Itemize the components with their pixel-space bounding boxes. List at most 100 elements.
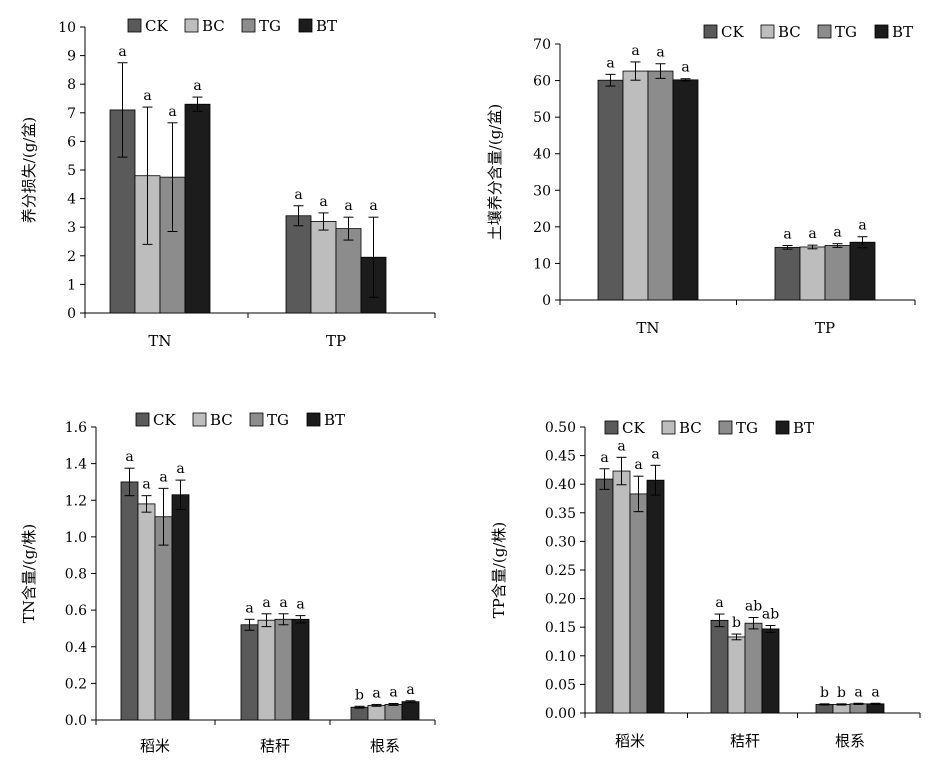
bar-ck	[597, 79, 624, 301]
y-tick-label: 10	[533, 256, 551, 272]
y-tick-label: 0.25	[545, 563, 576, 579]
bar-ck	[595, 478, 614, 714]
legend-swatch	[135, 412, 150, 427]
significance-letter: a	[245, 600, 253, 616]
y-tick-label: 0.40	[545, 477, 576, 493]
legend-label: TG	[736, 419, 758, 437]
significance-letter: b	[355, 687, 364, 703]
bar-bt	[866, 703, 885, 714]
bar-ck	[285, 215, 312, 314]
legend-label: BC	[778, 23, 801, 41]
x-category-label: TP	[815, 319, 835, 337]
bar-bc	[367, 704, 386, 721]
x-category-label: 稻米	[140, 737, 170, 755]
y-tick-label: 0.8	[65, 567, 87, 583]
chart-3: 0.0 0.2 0.4 0.6 0.8 1.0 1.2 1.4 1.6 稻米 秸秆 根系 TN含量/(g…	[20, 411, 436, 755]
legend-swatch	[718, 420, 733, 435]
x-category-label: TN	[148, 332, 171, 350]
legend-swatch	[775, 420, 790, 435]
bar-bt	[171, 494, 190, 721]
bar-bt	[184, 103, 211, 314]
legend-label: BT	[316, 17, 337, 35]
significance-letter: a	[369, 198, 377, 214]
x-category-label: 秸秆	[730, 732, 760, 750]
y-tick-label: 4	[67, 192, 76, 208]
y-axis-label: TP含量/(g/株)	[490, 522, 508, 619]
significance-letter: b	[732, 615, 741, 631]
x-category-label: 稻米	[615, 732, 645, 750]
significance-letter: a	[854, 684, 862, 700]
legend-label: BC	[210, 411, 233, 429]
x-category-label: TN	[636, 319, 659, 337]
y-tick-label: 1.0	[65, 530, 87, 546]
significance-letter: a	[193, 78, 201, 94]
x-category-label: 根系	[835, 732, 865, 750]
bar-tg	[849, 703, 868, 714]
bar-bc	[832, 704, 851, 714]
bar-tg	[824, 245, 851, 301]
bar-bc	[257, 619, 276, 721]
significance-letter: ab	[762, 606, 779, 622]
significance-letter: a	[262, 595, 270, 611]
y-tick-label: 0.00	[545, 706, 576, 722]
legend-swatch	[298, 18, 313, 33]
significance-letter: a	[600, 450, 608, 466]
significance-letter: b	[820, 685, 829, 701]
y-axis-label: 土壤养分含量/(g/盆)	[486, 104, 504, 240]
y-tick-label: 70	[533, 37, 551, 53]
legend-swatch	[192, 412, 207, 427]
y-tick-label: 0.0	[65, 713, 87, 729]
bar-bt	[401, 701, 420, 721]
bar-bc	[727, 636, 746, 714]
bar-tg	[647, 70, 674, 301]
significance-letter: a	[176, 461, 184, 477]
significance-letter: a	[168, 104, 176, 120]
significance-letter: a	[808, 226, 816, 242]
legend-label: CK	[721, 23, 744, 41]
significance-letter: a	[858, 218, 866, 234]
y-tick-label: 9	[67, 49, 76, 65]
bar-bt	[646, 479, 665, 714]
y-tick-label: 3	[67, 220, 76, 236]
legend-label: BT	[892, 23, 913, 41]
y-tick-label: 1.4	[65, 457, 87, 473]
significance-letter: a	[651, 446, 659, 462]
bar-ck	[120, 481, 139, 721]
y-tick-label: 40	[533, 147, 551, 163]
significance-letter: a	[389, 685, 397, 701]
significance-letter: a	[159, 469, 167, 485]
significance-letter: a	[294, 187, 302, 203]
legend-swatch	[661, 420, 676, 435]
legend-swatch	[127, 18, 142, 33]
bar-bt	[291, 618, 310, 721]
chart-4: 0.00 0.05 0.10 0.15 0.20 0.25 0.30 0.35 0.40 0.45…	[490, 419, 921, 750]
y-tick-label: 0.30	[545, 534, 576, 550]
y-tick-label: 20	[533, 220, 551, 236]
significance-letter: a	[634, 457, 642, 473]
y-tick-label: 6	[67, 134, 76, 150]
significance-letter: a	[833, 225, 841, 241]
significance-letter: b	[837, 685, 846, 701]
bar-ck	[774, 246, 801, 301]
bar-ck	[240, 624, 259, 721]
chart-1: 0 1 2 3 4 5 6 7 8 9 10 TN TP 养分损失/(g/盆) a a a a a a a a CK BC TG…	[20, 17, 436, 350]
legend-swatch	[241, 18, 256, 33]
bar-ck	[710, 619, 729, 714]
bar-tg	[384, 704, 403, 721]
x-category-label: TP	[326, 332, 346, 350]
significance-letter: a	[406, 682, 414, 698]
bar-bc	[612, 470, 631, 714]
y-tick-label: 7	[67, 106, 76, 122]
y-tick-label: 0	[542, 293, 551, 309]
y-tick-label: 50	[533, 110, 551, 126]
legend-label: BC	[679, 419, 702, 437]
legend-swatch	[184, 18, 199, 33]
significance-letter: a	[319, 194, 327, 210]
y-tick-label: 5	[67, 163, 76, 179]
bar-ck	[109, 109, 136, 314]
legend-swatch	[874, 24, 889, 39]
bar-bc	[310, 221, 337, 314]
y-tick-label: 1.2	[65, 493, 87, 509]
significance-letter: a	[631, 43, 639, 59]
significance-letter: a	[142, 477, 150, 493]
